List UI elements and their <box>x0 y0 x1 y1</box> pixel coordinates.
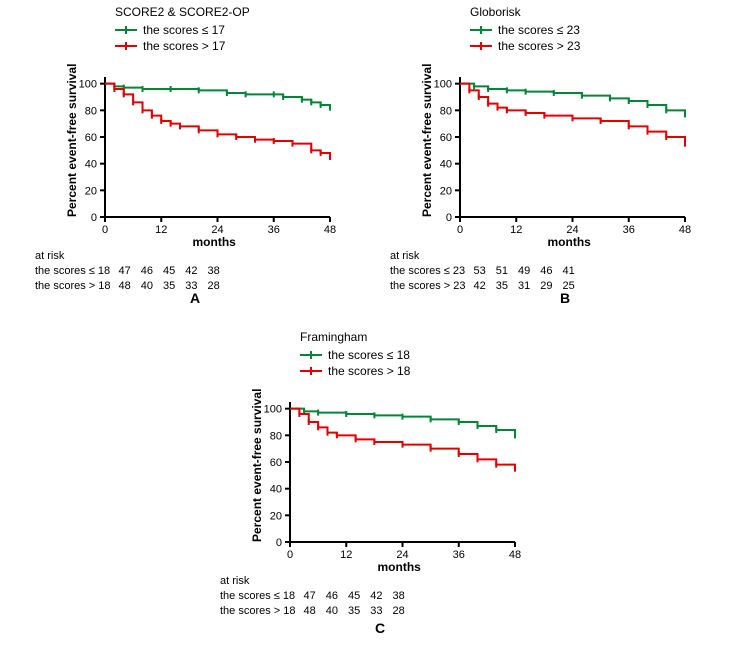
y-axis-label: Percent event-free survival <box>420 64 434 217</box>
y-tick-label: 80 <box>440 105 452 117</box>
risk-row-label: the scores ≤ 18 <box>220 589 304 604</box>
risk-cell: 35 <box>496 279 518 294</box>
x-axis-label: months <box>378 560 421 574</box>
x-tick-label: 36 <box>453 549 465 561</box>
figure-root: { "figure": { "width": 753, "height": 66… <box>0 0 753 668</box>
x-tick-label: 48 <box>324 224 336 236</box>
risk-cell: 35 <box>163 279 185 294</box>
risk-row-label: the scores ≤ 18 <box>35 264 119 279</box>
risk-cell: 45 <box>348 589 370 604</box>
panel-b: Globoriskthe scores ≤ 23the scores > 230… <box>400 5 745 337</box>
x-tick-label: 0 <box>457 224 463 236</box>
risk-row: the scores > 184840353328 <box>220 604 415 619</box>
y-tick-label: 100 <box>264 404 282 416</box>
risk-cell: 40 <box>326 604 348 619</box>
panel-c: Framinghamthe scores ≤ 18the scores > 18… <box>215 330 575 662</box>
risk-cell: 38 <box>393 589 415 604</box>
at-risk-label: at risk <box>390 249 585 264</box>
y-tick-label: 80 <box>270 430 282 442</box>
risk-cell: 42 <box>474 279 496 294</box>
y-tick-label: 20 <box>85 185 97 197</box>
x-tick-label: 12 <box>510 224 522 236</box>
risk-cell: 48 <box>304 604 326 619</box>
y-tick-label: 40 <box>270 484 282 496</box>
at-risk-table: at riskthe scores ≤ 184746454238the scor… <box>220 574 415 619</box>
y-tick-label: 20 <box>440 185 452 197</box>
y-tick-label: 20 <box>270 510 282 522</box>
at-risk-table: at riskthe scores ≤ 184746454238the scor… <box>35 249 230 294</box>
y-tick-label: 100 <box>434 79 452 91</box>
risk-row: the scores ≤ 235351494641 <box>390 264 585 279</box>
x-tick-label: 12 <box>340 549 352 561</box>
risk-cell: 35 <box>348 604 370 619</box>
y-tick-label: 60 <box>85 132 97 144</box>
y-tick-label: 0 <box>276 537 282 549</box>
risk-cell: 42 <box>370 589 392 604</box>
y-tick-label: 0 <box>446 212 452 224</box>
risk-cell: 51 <box>496 264 518 279</box>
y-axis-label: Percent event-free survival <box>250 389 264 542</box>
x-tick-label: 0 <box>287 549 293 561</box>
risk-cell: 49 <box>518 264 540 279</box>
at-risk-label: at risk <box>35 249 230 264</box>
risk-cell: 38 <box>208 264 230 279</box>
risk-cell: 47 <box>304 589 326 604</box>
risk-row-label: the scores > 18 <box>35 279 119 294</box>
risk-cell: 46 <box>326 589 348 604</box>
risk-cell: 28 <box>208 279 230 294</box>
risk-cell: 33 <box>370 604 392 619</box>
risk-cell: 46 <box>540 264 562 279</box>
y-tick-label: 100 <box>79 79 97 91</box>
risk-cell: 31 <box>518 279 540 294</box>
y-tick-label: 60 <box>440 132 452 144</box>
y-axis-label: Percent event-free survival <box>65 64 79 217</box>
risk-cell: 41 <box>563 264 585 279</box>
risk-cell: 46 <box>141 264 163 279</box>
risk-cell: 47 <box>119 264 141 279</box>
risk-cell: 42 <box>185 264 207 279</box>
risk-row: the scores > 234235312925 <box>390 279 585 294</box>
x-tick-label: 48 <box>679 224 691 236</box>
km-plot: 020406080100012243648 <box>400 5 695 247</box>
risk-row-label: the scores > 23 <box>390 279 474 294</box>
panel-a: SCORE2 & SCORE2-OPthe scores ≤ 17the sco… <box>30 5 390 337</box>
x-tick-label: 36 <box>268 224 280 236</box>
x-tick-label: 12 <box>155 224 167 236</box>
series-low <box>290 409 515 436</box>
risk-cell: 48 <box>119 279 141 294</box>
risk-row-label: the scores > 18 <box>220 604 304 619</box>
at-risk-table: at riskthe scores ≤ 235351494641the scor… <box>390 249 585 294</box>
risk-cell: 40 <box>141 279 163 294</box>
risk-row-label: the scores ≤ 23 <box>390 264 474 279</box>
y-tick-label: 40 <box>440 159 452 171</box>
x-tick-label: 36 <box>623 224 635 236</box>
x-tick-label: 0 <box>102 224 108 236</box>
risk-row: the scores ≤ 184746454238 <box>220 589 415 604</box>
x-axis-label: months <box>548 235 591 249</box>
panel-letter-b: B <box>560 290 570 306</box>
y-tick-label: 80 <box>85 105 97 117</box>
y-tick-label: 60 <box>270 457 282 469</box>
at-risk-label: at risk <box>220 574 415 589</box>
series-high <box>105 84 330 157</box>
risk-cell: 45 <box>163 264 185 279</box>
x-axis-label: months <box>193 235 236 249</box>
y-tick-label: 0 <box>91 212 97 224</box>
risk-row: the scores > 184840353328 <box>35 279 230 294</box>
series-low <box>105 84 330 108</box>
panel-letter-a: A <box>190 290 200 306</box>
series-low <box>460 84 685 115</box>
risk-cell: 53 <box>474 264 496 279</box>
x-tick-label: 48 <box>509 549 521 561</box>
risk-cell: 28 <box>393 604 415 619</box>
panel-letter-c: C <box>375 620 385 636</box>
risk-row: the scores ≤ 184746454238 <box>35 264 230 279</box>
y-tick-label: 40 <box>85 159 97 171</box>
